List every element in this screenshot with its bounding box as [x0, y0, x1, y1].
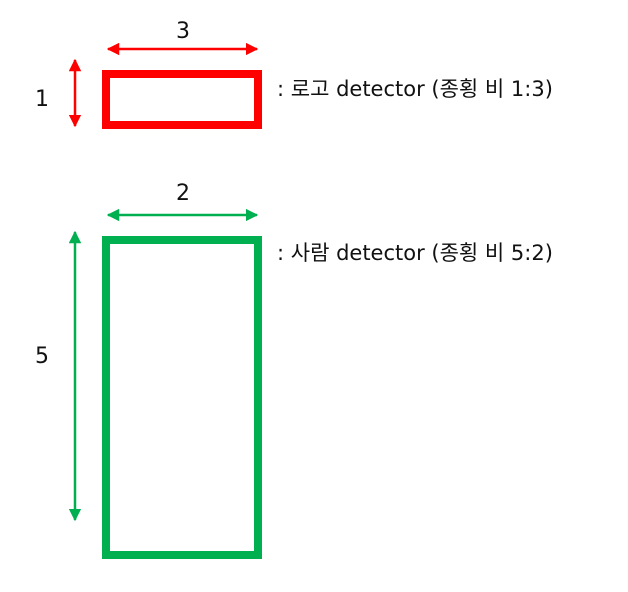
logo-detector-box — [102, 70, 262, 129]
person-detector-description: : 사람 detector (종횡 비 5:2) — [277, 241, 553, 265]
logo-detector-description: : 로고 detector (종횡 비 1:3) — [277, 77, 553, 101]
person-detector-box — [102, 236, 262, 559]
logo-detector-group: 3 1 : 로고 detector (종횡 비 1:3) — [35, 19, 553, 129]
person-width-label: 2 — [176, 181, 190, 206]
logo-height-label: 1 — [35, 87, 49, 112]
logo-width-label: 3 — [176, 19, 190, 44]
person-height-label: 5 — [35, 344, 49, 369]
person-detector-group: 2 5 : 사람 detector (종횡 비 5:2) — [35, 181, 553, 559]
